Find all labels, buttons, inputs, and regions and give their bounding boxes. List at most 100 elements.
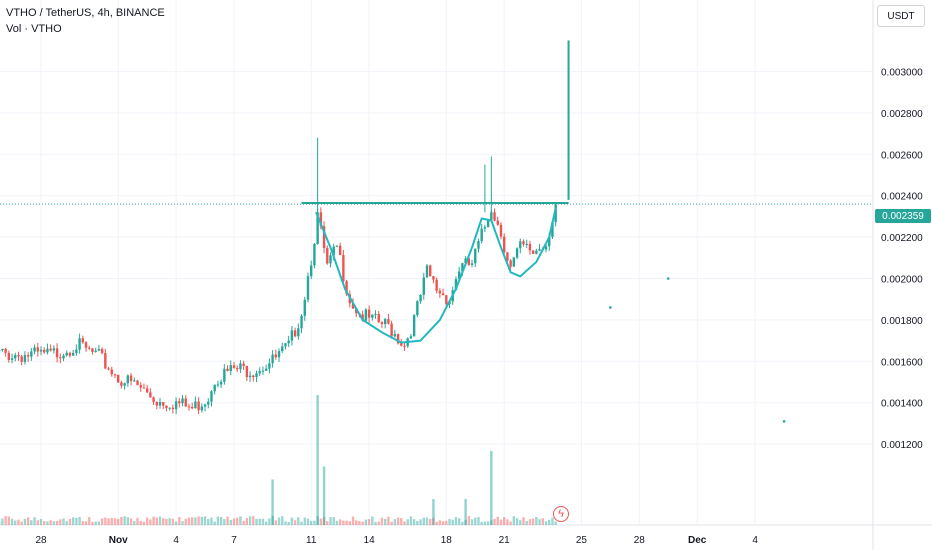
candle-body — [149, 392, 152, 398]
candle-body — [33, 347, 36, 352]
candle-body — [412, 315, 416, 337]
volume-bar — [367, 519, 371, 525]
volume-bar — [503, 517, 506, 525]
y-tick-label: 0.001800 — [881, 316, 923, 327]
candle-body — [190, 406, 194, 409]
volume-bar — [313, 520, 316, 525]
candle-body — [268, 363, 271, 369]
candle-body — [14, 354, 17, 359]
volume-bar — [242, 520, 245, 525]
y-tick-label: 0.003000 — [881, 68, 923, 79]
candle-body — [409, 336, 413, 339]
x-tick-label: 11 — [306, 535, 317, 546]
volume-bar — [84, 521, 88, 525]
candle-body — [470, 263, 474, 265]
x-tick-label: 7 — [231, 535, 237, 546]
candle-body — [345, 281, 348, 295]
volume-bar — [451, 519, 454, 525]
candle-body — [496, 220, 499, 225]
volume-bar — [223, 519, 226, 525]
volume-bar — [133, 521, 136, 525]
candle-body — [236, 368, 239, 370]
volume-bar — [277, 517, 281, 525]
candle-body — [551, 222, 554, 237]
volume-bar — [496, 516, 499, 525]
candle-body — [342, 255, 345, 282]
volume-bar — [216, 516, 220, 525]
candle-body — [503, 236, 506, 253]
candle-body — [474, 248, 477, 264]
candle-body — [535, 250, 538, 254]
volume-bar — [78, 517, 81, 525]
current-price-label: 0.002359 — [875, 209, 931, 223]
volume-bar — [145, 517, 149, 525]
volume-bar — [409, 516, 413, 525]
candle-body — [84, 342, 88, 348]
volume-bar — [531, 518, 535, 525]
candle-body — [26, 355, 30, 357]
volume-bar — [477, 517, 480, 525]
candle-body — [477, 241, 480, 249]
candle-body — [142, 387, 146, 389]
volume-spike — [432, 499, 435, 525]
candle-body — [145, 388, 149, 393]
volume-bar — [268, 518, 271, 525]
candle-body — [512, 257, 516, 267]
volume-bar — [364, 519, 368, 525]
candle-body — [226, 368, 229, 372]
volume-bar — [438, 520, 442, 525]
candle-body — [316, 212, 319, 245]
volume-bar — [371, 516, 374, 525]
volume-bar — [120, 517, 123, 525]
volume-bar — [139, 520, 142, 525]
volume-bar — [355, 520, 358, 525]
volume-bar — [168, 518, 171, 525]
candle-body — [377, 313, 380, 323]
volume-bar — [248, 516, 252, 525]
candle-body — [387, 319, 390, 324]
candle-body — [239, 363, 242, 370]
candle-body — [525, 243, 528, 245]
x-tick-label: 4 — [752, 535, 758, 546]
candle-body — [351, 303, 355, 309]
volume-bar — [348, 521, 351, 525]
volume-bar — [374, 521, 377, 525]
volume-bar — [245, 518, 249, 525]
candle-body — [445, 295, 448, 305]
candle-body — [322, 226, 326, 249]
volume-bar — [184, 518, 187, 525]
currency-unit-button[interactable]: USDT — [877, 5, 925, 27]
volume-bar — [39, 518, 43, 525]
candle-body — [264, 368, 268, 371]
candle-body — [1, 348, 4, 351]
candle-body — [255, 373, 258, 378]
candle-body — [432, 276, 435, 280]
candle-body — [216, 384, 220, 386]
x-tick-label: 28 — [634, 535, 646, 546]
candle-body — [65, 352, 68, 356]
volume-bar — [284, 521, 287, 525]
volume-bar — [71, 517, 75, 525]
y-tick-label: 0.002000 — [881, 275, 923, 286]
volume-bar — [351, 516, 355, 525]
volume-bar — [467, 516, 471, 525]
candle-body — [136, 380, 139, 385]
marker-dot — [609, 306, 612, 309]
volume-bar — [281, 516, 284, 525]
volume-bar — [406, 519, 409, 525]
candle-body — [531, 250, 535, 254]
volume-bar — [226, 516, 229, 525]
candle-body — [367, 309, 371, 318]
volume-bar — [335, 520, 339, 525]
volume-bar — [213, 521, 216, 525]
candle-body — [120, 382, 123, 386]
candle-body — [509, 260, 512, 267]
flash-icon[interactable]: ϟ — [553, 506, 569, 522]
volume-bar — [236, 517, 239, 525]
candle-body — [71, 352, 75, 356]
candle-body — [129, 375, 133, 382]
volume-bar — [535, 517, 538, 525]
volume-bar — [55, 520, 59, 525]
volume-bar — [393, 519, 397, 525]
